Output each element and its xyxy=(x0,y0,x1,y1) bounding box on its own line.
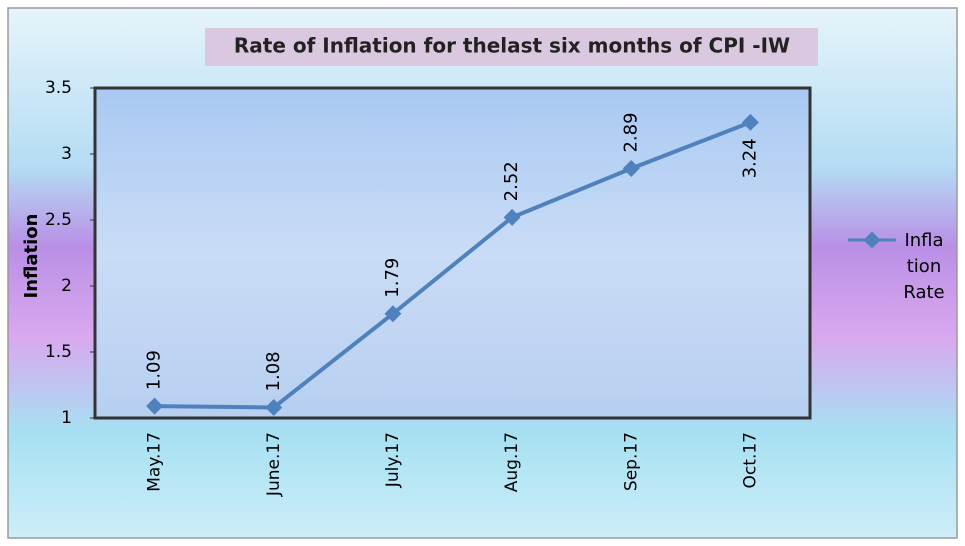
y-tick-label: 1 xyxy=(61,408,72,428)
x-tick-label: Aug.17 xyxy=(502,432,522,492)
marker xyxy=(741,113,759,131)
y-tick-label: 1.5 xyxy=(45,342,72,362)
chart-title: Rate of Inflation for thelast six months… xyxy=(234,34,790,58)
marker xyxy=(146,397,164,415)
marker xyxy=(384,305,402,323)
title-box xyxy=(205,28,818,66)
x-tick-label: July.17 xyxy=(383,432,403,488)
marker xyxy=(622,160,640,178)
data-label: 2.89 xyxy=(620,112,641,152)
data-label: 3.24 xyxy=(739,138,760,178)
data-label: 1.79 xyxy=(382,258,403,298)
legend-marker xyxy=(863,231,881,249)
x-tick-label: Sep.17 xyxy=(621,432,641,491)
data-label: 1.09 xyxy=(144,350,165,390)
legend-label: Inflation Rate xyxy=(903,230,945,303)
line xyxy=(154,120,752,410)
plot-area xyxy=(93,86,812,420)
marker xyxy=(503,208,521,226)
data-label: 2.52 xyxy=(501,161,522,201)
x-tick-label: May.17 xyxy=(145,432,165,492)
y-tick-label: 3.5 xyxy=(45,78,72,98)
y-tick-label: 2.5 xyxy=(45,210,72,230)
x-tick-label: June.17 xyxy=(264,432,284,497)
y-axis-label: Inflation xyxy=(21,214,42,299)
marker xyxy=(265,398,283,416)
x-tick-label: Oct.17 xyxy=(740,432,760,488)
y-tick-label: 2 xyxy=(61,276,72,296)
data-label: 1.08 xyxy=(263,351,284,391)
y-tick-label: 3 xyxy=(61,144,72,164)
